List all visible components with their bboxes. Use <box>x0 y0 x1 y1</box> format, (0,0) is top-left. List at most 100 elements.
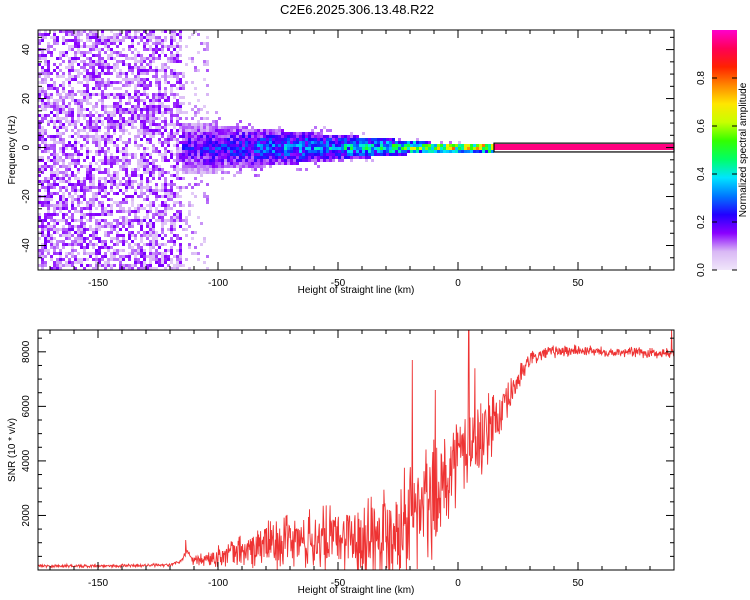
heatmap-cell <box>239 126 242 129</box>
heatmap-cell <box>191 150 194 153</box>
heatmap-cell <box>98 153 101 156</box>
heatmap-cell <box>206 135 209 138</box>
heatmap-cell <box>59 96 62 99</box>
heatmap-cell <box>161 237 164 240</box>
heatmap-cell <box>134 141 137 144</box>
heatmap-cell <box>62 204 65 207</box>
heatmap-cell <box>518 144 521 147</box>
heatmap-cell <box>245 144 248 147</box>
heatmap-cell <box>77 177 80 180</box>
snr-x-tick-label: -100 <box>208 578 228 589</box>
heatmap-cell <box>212 153 215 156</box>
heatmap-cell <box>473 150 476 153</box>
heatmap-cell <box>473 147 476 150</box>
heatmap-cell <box>221 177 224 180</box>
heatmap-cell <box>128 57 131 60</box>
heatmap-cell <box>95 168 98 171</box>
heatmap-cell <box>140 54 143 57</box>
heatmap-cell <box>62 207 65 210</box>
heatmap-cell <box>173 225 176 228</box>
heatmap-cell <box>119 96 122 99</box>
heatmap-cell <box>314 153 317 156</box>
heatmap-cell <box>143 78 146 81</box>
heatmap-cell <box>86 264 89 267</box>
heatmap-cell <box>92 258 95 261</box>
heatmap-cell <box>134 75 137 78</box>
heatmap-cell <box>38 159 41 162</box>
heatmap-cell <box>359 147 362 150</box>
heatmap-cell <box>74 207 77 210</box>
heatmap-cell <box>161 114 164 117</box>
heatmap-cell <box>188 129 191 132</box>
heatmap-cell <box>155 267 158 270</box>
heatmap-cell <box>173 123 176 126</box>
heatmap-cell <box>68 57 71 60</box>
heatmap-cell <box>86 186 89 189</box>
heatmap-cell <box>101 81 104 84</box>
heatmap-cell <box>74 249 77 252</box>
heatmap-cell <box>113 141 116 144</box>
heatmap-cell <box>155 117 158 120</box>
heatmap-cell <box>176 138 179 141</box>
heatmap-cell <box>131 201 134 204</box>
heatmap-cell <box>476 144 479 147</box>
heatmap-cell <box>170 129 173 132</box>
heatmap-cell <box>116 45 119 48</box>
heatmap-cell <box>158 246 161 249</box>
heatmap-cell <box>305 159 308 162</box>
heatmap-cell <box>71 225 74 228</box>
heatmap-cell <box>464 144 467 147</box>
heatmap-cell <box>44 147 47 150</box>
heatmap-cell <box>152 48 155 51</box>
heatmap-cell <box>170 150 173 153</box>
heatmap-cell <box>266 141 269 144</box>
heatmap-cell <box>89 216 92 219</box>
heatmap-cell <box>65 33 68 36</box>
heatmap-cell <box>446 144 449 147</box>
heatmap-cell <box>80 201 83 204</box>
heatmap-cell <box>185 258 188 261</box>
heatmap-cell <box>98 183 101 186</box>
heatmap-cell <box>149 231 152 234</box>
heatmap-cell <box>173 174 176 177</box>
heatmap-cell <box>44 246 47 249</box>
heatmap-cell <box>146 222 149 225</box>
heatmap-cell <box>188 225 191 228</box>
heatmap-cell <box>410 144 413 147</box>
heatmap-cell <box>152 222 155 225</box>
heatmap-cell <box>89 39 92 42</box>
heatmap-cell <box>71 264 74 267</box>
heatmap-cell <box>365 159 368 162</box>
heatmap-cell <box>74 93 77 96</box>
heatmap-cell <box>164 108 167 111</box>
heatmap-cell <box>74 132 77 135</box>
heatmap-cell <box>182 168 185 171</box>
heatmap-cell <box>80 105 83 108</box>
heatmap-cell <box>176 267 179 270</box>
heatmap-cell <box>209 165 212 168</box>
heatmap-cell <box>209 126 212 129</box>
heatmap-cell <box>80 45 83 48</box>
heatmap-cell <box>116 156 119 159</box>
heatmap-cell <box>89 162 92 165</box>
heatmap-cell <box>86 138 89 141</box>
heatmap-cell <box>83 114 86 117</box>
heatmap-cell <box>68 30 71 33</box>
heatmap-cell <box>209 141 212 144</box>
heatmap-cell <box>314 135 317 138</box>
heatmap-cell <box>167 123 170 126</box>
heatmap-cell <box>152 162 155 165</box>
heatmap-cell <box>68 105 71 108</box>
heatmap-cell <box>230 162 233 165</box>
heatmap-cell <box>329 144 332 147</box>
heatmap-cell <box>149 225 152 228</box>
heatmap-cell <box>233 150 236 153</box>
heatmap-cell <box>41 255 44 258</box>
heatmap-cell <box>83 90 86 93</box>
heatmap-cell <box>119 30 122 33</box>
heatmap-cell <box>671 147 674 150</box>
heatmap-cell <box>38 264 41 267</box>
heatmap-cell <box>83 216 86 219</box>
heatmap-cell <box>89 111 92 114</box>
heatmap-cell <box>110 36 113 39</box>
